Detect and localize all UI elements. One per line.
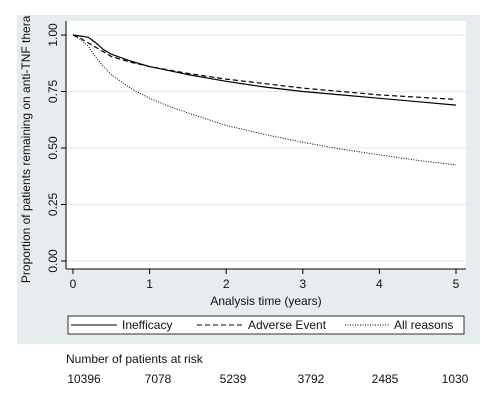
x-tick-label: 2 xyxy=(223,277,230,291)
risk-count: 7078 xyxy=(144,372,172,386)
chart-panel: 0.00 0.25 0.50 0.75 1.00 0 1 2 3 4 5 Analysis time… xyxy=(17,15,480,344)
risk-count: 3792 xyxy=(297,372,325,386)
legend-label-adverse-event: Adverse Event xyxy=(248,318,327,332)
y-tick-label: 0.00 xyxy=(46,249,60,273)
y-tick-label: 1.00 xyxy=(46,23,60,47)
y-tick-label: 0.75 xyxy=(46,79,60,103)
risk-table-title: Number of patients at risk xyxy=(66,352,203,366)
x-tick-label: 5 xyxy=(453,277,460,291)
y-axis-label: Proportion of patients remaining on anti… xyxy=(19,15,33,283)
axes: 0.00 0.25 0.50 0.75 1.00 0 1 2 3 4 5 xyxy=(46,21,466,291)
series-line-inefficacy xyxy=(72,34,457,106)
legend-box xyxy=(67,315,465,335)
plot-area xyxy=(66,21,466,269)
legend-label-inefficacy: Inefficacy xyxy=(122,318,172,332)
risk-count: 1030 xyxy=(441,372,469,386)
risk-count: 2485 xyxy=(371,372,399,386)
x-tick-label: 1 xyxy=(146,277,153,291)
grid-lines xyxy=(66,34,466,262)
series-line-adverse-event xyxy=(72,34,457,100)
risk-count: 5239 xyxy=(219,372,247,386)
series-line-all-reasons xyxy=(72,34,457,166)
x-tick-label: 3 xyxy=(299,277,306,291)
legend-label-all-reasons: All reasons xyxy=(394,318,453,332)
y-tick-label: 0.50 xyxy=(46,136,60,160)
series-lines xyxy=(72,34,457,166)
x-tick-label: 0 xyxy=(70,277,77,291)
x-tick-label: 4 xyxy=(376,277,383,291)
survival-chart: 0.00 0.25 0.50 0.75 1.00 0 1 2 3 4 5 Analysis time… xyxy=(19,15,466,335)
risk-count: 10396 xyxy=(67,372,101,386)
x-axis-label: Analysis time (years) xyxy=(210,294,321,308)
y-tick-label: 0.25 xyxy=(46,192,60,216)
legend: Inefficacy Adverse Event All reasons xyxy=(67,315,465,335)
